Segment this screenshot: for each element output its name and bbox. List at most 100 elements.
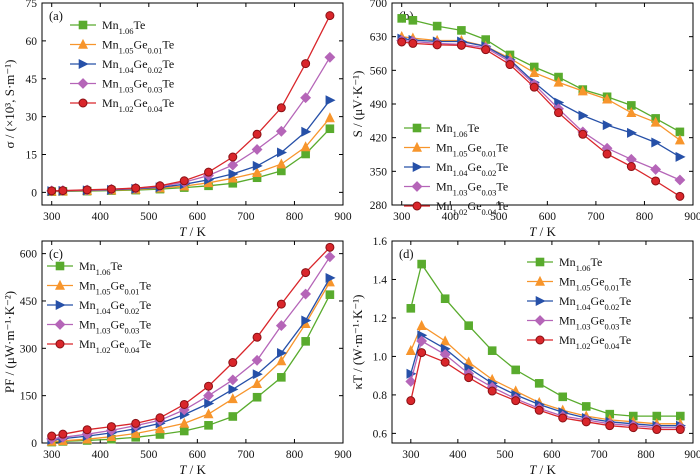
data-point bbox=[253, 130, 261, 138]
data-point bbox=[325, 52, 335, 62]
legend-entry: Mn1.03Ge0.03Te bbox=[436, 180, 508, 198]
data-point bbox=[441, 358, 449, 366]
data-point bbox=[180, 400, 188, 408]
data-point bbox=[651, 164, 661, 174]
y-tick-label: 0 bbox=[31, 438, 37, 450]
data-point bbox=[205, 421, 213, 429]
data-point bbox=[59, 187, 67, 195]
data-point bbox=[277, 300, 285, 308]
y-tick-label: 75 bbox=[26, 0, 38, 10]
data-point bbox=[653, 426, 661, 434]
x-tick-label: 400 bbox=[92, 449, 110, 461]
data-point bbox=[418, 349, 426, 357]
x-tick-label: 300 bbox=[402, 449, 420, 461]
data-point bbox=[180, 177, 188, 185]
data-point bbox=[652, 138, 661, 147]
panel-a-conductivity: 30040050060070080090001530456075T / Kσ /… bbox=[2, 0, 352, 239]
data-point bbox=[675, 135, 684, 144]
x-tick-label: 300 bbox=[43, 449, 61, 461]
series-line bbox=[52, 100, 330, 191]
x-tick-label: 900 bbox=[684, 211, 700, 223]
panel-label: (a) bbox=[49, 9, 63, 23]
series-Mn1.05Ge0.01Te bbox=[406, 321, 684, 428]
legend-marker bbox=[413, 124, 421, 132]
data-point bbox=[252, 144, 262, 154]
data-point bbox=[652, 177, 660, 185]
data-point bbox=[326, 243, 334, 251]
y-tick-label: 0 bbox=[31, 187, 37, 199]
data-point bbox=[229, 385, 238, 394]
data-point bbox=[326, 96, 335, 105]
y-tick-label: 300 bbox=[20, 343, 38, 355]
series-Mn1.04Ge0.02Te bbox=[407, 331, 685, 430]
legend-entry: Mn1.03Ge0.03Te bbox=[559, 314, 631, 332]
legend-marker bbox=[56, 301, 65, 310]
x-tick-label: 600 bbox=[189, 449, 207, 461]
x-tick-label: 600 bbox=[543, 449, 561, 461]
data-point bbox=[676, 192, 684, 200]
data-point bbox=[482, 46, 490, 54]
data-point bbox=[277, 373, 285, 381]
y-tick-label: 45 bbox=[26, 74, 38, 86]
data-point bbox=[457, 26, 465, 34]
y-tick-label: 1.4 bbox=[373, 274, 388, 286]
data-point bbox=[205, 168, 213, 176]
x-tick-label: 500 bbox=[140, 211, 158, 223]
data-point bbox=[512, 397, 520, 405]
data-point bbox=[559, 393, 567, 401]
data-point bbox=[409, 16, 417, 24]
y-tick-label: 60 bbox=[26, 36, 38, 48]
data-point bbox=[48, 432, 56, 440]
panel-label: (d) bbox=[399, 247, 414, 261]
data-point bbox=[441, 295, 449, 303]
legend-marker bbox=[413, 202, 421, 210]
x-axis-label: T / K bbox=[529, 224, 556, 239]
x-tick-label: 700 bbox=[590, 449, 608, 461]
series-line bbox=[402, 39, 680, 157]
data-point bbox=[417, 321, 426, 330]
data-point bbox=[603, 150, 611, 158]
data-point bbox=[398, 14, 406, 22]
legend-entry: Mn1.02Ge0.04Te bbox=[79, 337, 151, 355]
y-tick-label: 630 bbox=[370, 32, 388, 44]
y-tick-label: 700 bbox=[370, 0, 388, 10]
y-tick-label: 1.2 bbox=[373, 313, 388, 325]
data-point bbox=[276, 321, 286, 331]
legend-marker bbox=[79, 99, 87, 107]
data-point bbox=[535, 379, 543, 387]
data-point bbox=[325, 252, 335, 262]
x-tick-label: 800 bbox=[286, 449, 304, 461]
y-tick-label: 450 bbox=[20, 296, 38, 308]
legend: Mn1.06TeMn1.05Ge0.01TeMn1.04Ge0.02TeMn1.… bbox=[47, 259, 151, 355]
x-tick-label: 800 bbox=[637, 449, 655, 461]
data-point bbox=[180, 427, 188, 435]
x-tick-label: 800 bbox=[286, 211, 304, 223]
data-point bbox=[582, 418, 590, 426]
legend-marker bbox=[536, 336, 544, 344]
x-tick-label: 900 bbox=[334, 211, 352, 223]
data-point bbox=[407, 397, 415, 405]
legend-entry: Mn1.06Te bbox=[559, 255, 602, 273]
legend-marker bbox=[535, 316, 545, 326]
y-tick-label: 350 bbox=[370, 166, 388, 178]
plot-frame bbox=[392, 3, 693, 205]
data-point bbox=[676, 152, 685, 161]
x-tick-label: 700 bbox=[237, 211, 255, 223]
data-point bbox=[676, 426, 684, 434]
series-line bbox=[52, 129, 330, 192]
x-tick-label: 600 bbox=[539, 211, 557, 223]
data-point bbox=[488, 387, 496, 395]
data-point bbox=[627, 128, 636, 137]
data-point bbox=[229, 412, 237, 420]
data-point bbox=[229, 153, 237, 161]
data-point bbox=[107, 423, 115, 431]
legend-marker bbox=[78, 79, 88, 89]
y-tick-label: 1.0 bbox=[373, 351, 388, 363]
legend-entry: Mn1.05Ge0.01Te bbox=[436, 141, 508, 159]
data-point bbox=[629, 424, 637, 432]
data-point bbox=[488, 347, 496, 355]
data-point bbox=[302, 269, 310, 277]
y-axis-label: σ / (×10³, S·m⁻¹) bbox=[2, 60, 17, 149]
data-point bbox=[83, 426, 91, 434]
y-tick-label: 1.6 bbox=[373, 236, 388, 248]
